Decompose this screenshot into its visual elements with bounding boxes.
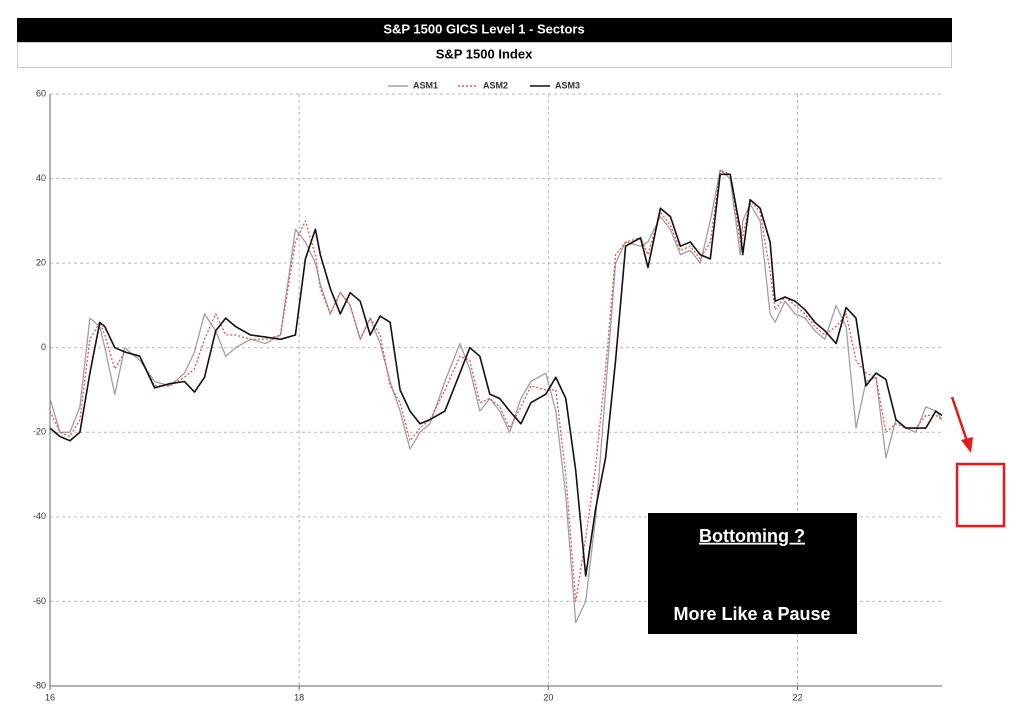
y-tick-label: -40 xyxy=(33,511,46,521)
legend-label: ASM1 xyxy=(413,80,438,90)
y-tick-label: 40 xyxy=(36,173,46,183)
y-tick-label: 60 xyxy=(36,88,46,98)
annotation-box xyxy=(648,513,857,634)
series-line xyxy=(49,169,943,624)
legend-label: ASM2 xyxy=(483,80,508,90)
y-tick-label: 20 xyxy=(36,258,46,268)
series-line xyxy=(49,173,943,577)
chart-subtitle: S&P 1500 Index xyxy=(436,46,533,61)
y-tick-label: -80 xyxy=(33,680,46,690)
legend-label: ASM3 xyxy=(555,80,580,90)
title-bar xyxy=(17,18,952,42)
series-line xyxy=(49,169,943,603)
x-tick-label: 16 xyxy=(45,692,55,702)
x-tick-label: 18 xyxy=(294,692,304,702)
arrow-head xyxy=(961,437,973,453)
x-tick-label: 20 xyxy=(543,692,553,702)
chart-title: S&P 1500 GICS Level 1 - Sectors xyxy=(383,21,584,36)
highlight-box xyxy=(955,462,1006,528)
y-tick-label: -20 xyxy=(33,427,46,437)
annotation: Bottoming ? xyxy=(699,526,805,546)
subtitle-bar xyxy=(17,42,952,68)
annotation: More Like a Pause xyxy=(673,604,830,624)
plot-area: -80 -60 -40 -20 0 20 40 60 16 18 20 22 xyxy=(33,88,943,702)
y-tick-label: -60 xyxy=(33,596,46,606)
y-tick-label: 0 xyxy=(41,342,46,352)
arrow xyxy=(950,396,969,442)
x-tick-label: 22 xyxy=(792,692,802,702)
